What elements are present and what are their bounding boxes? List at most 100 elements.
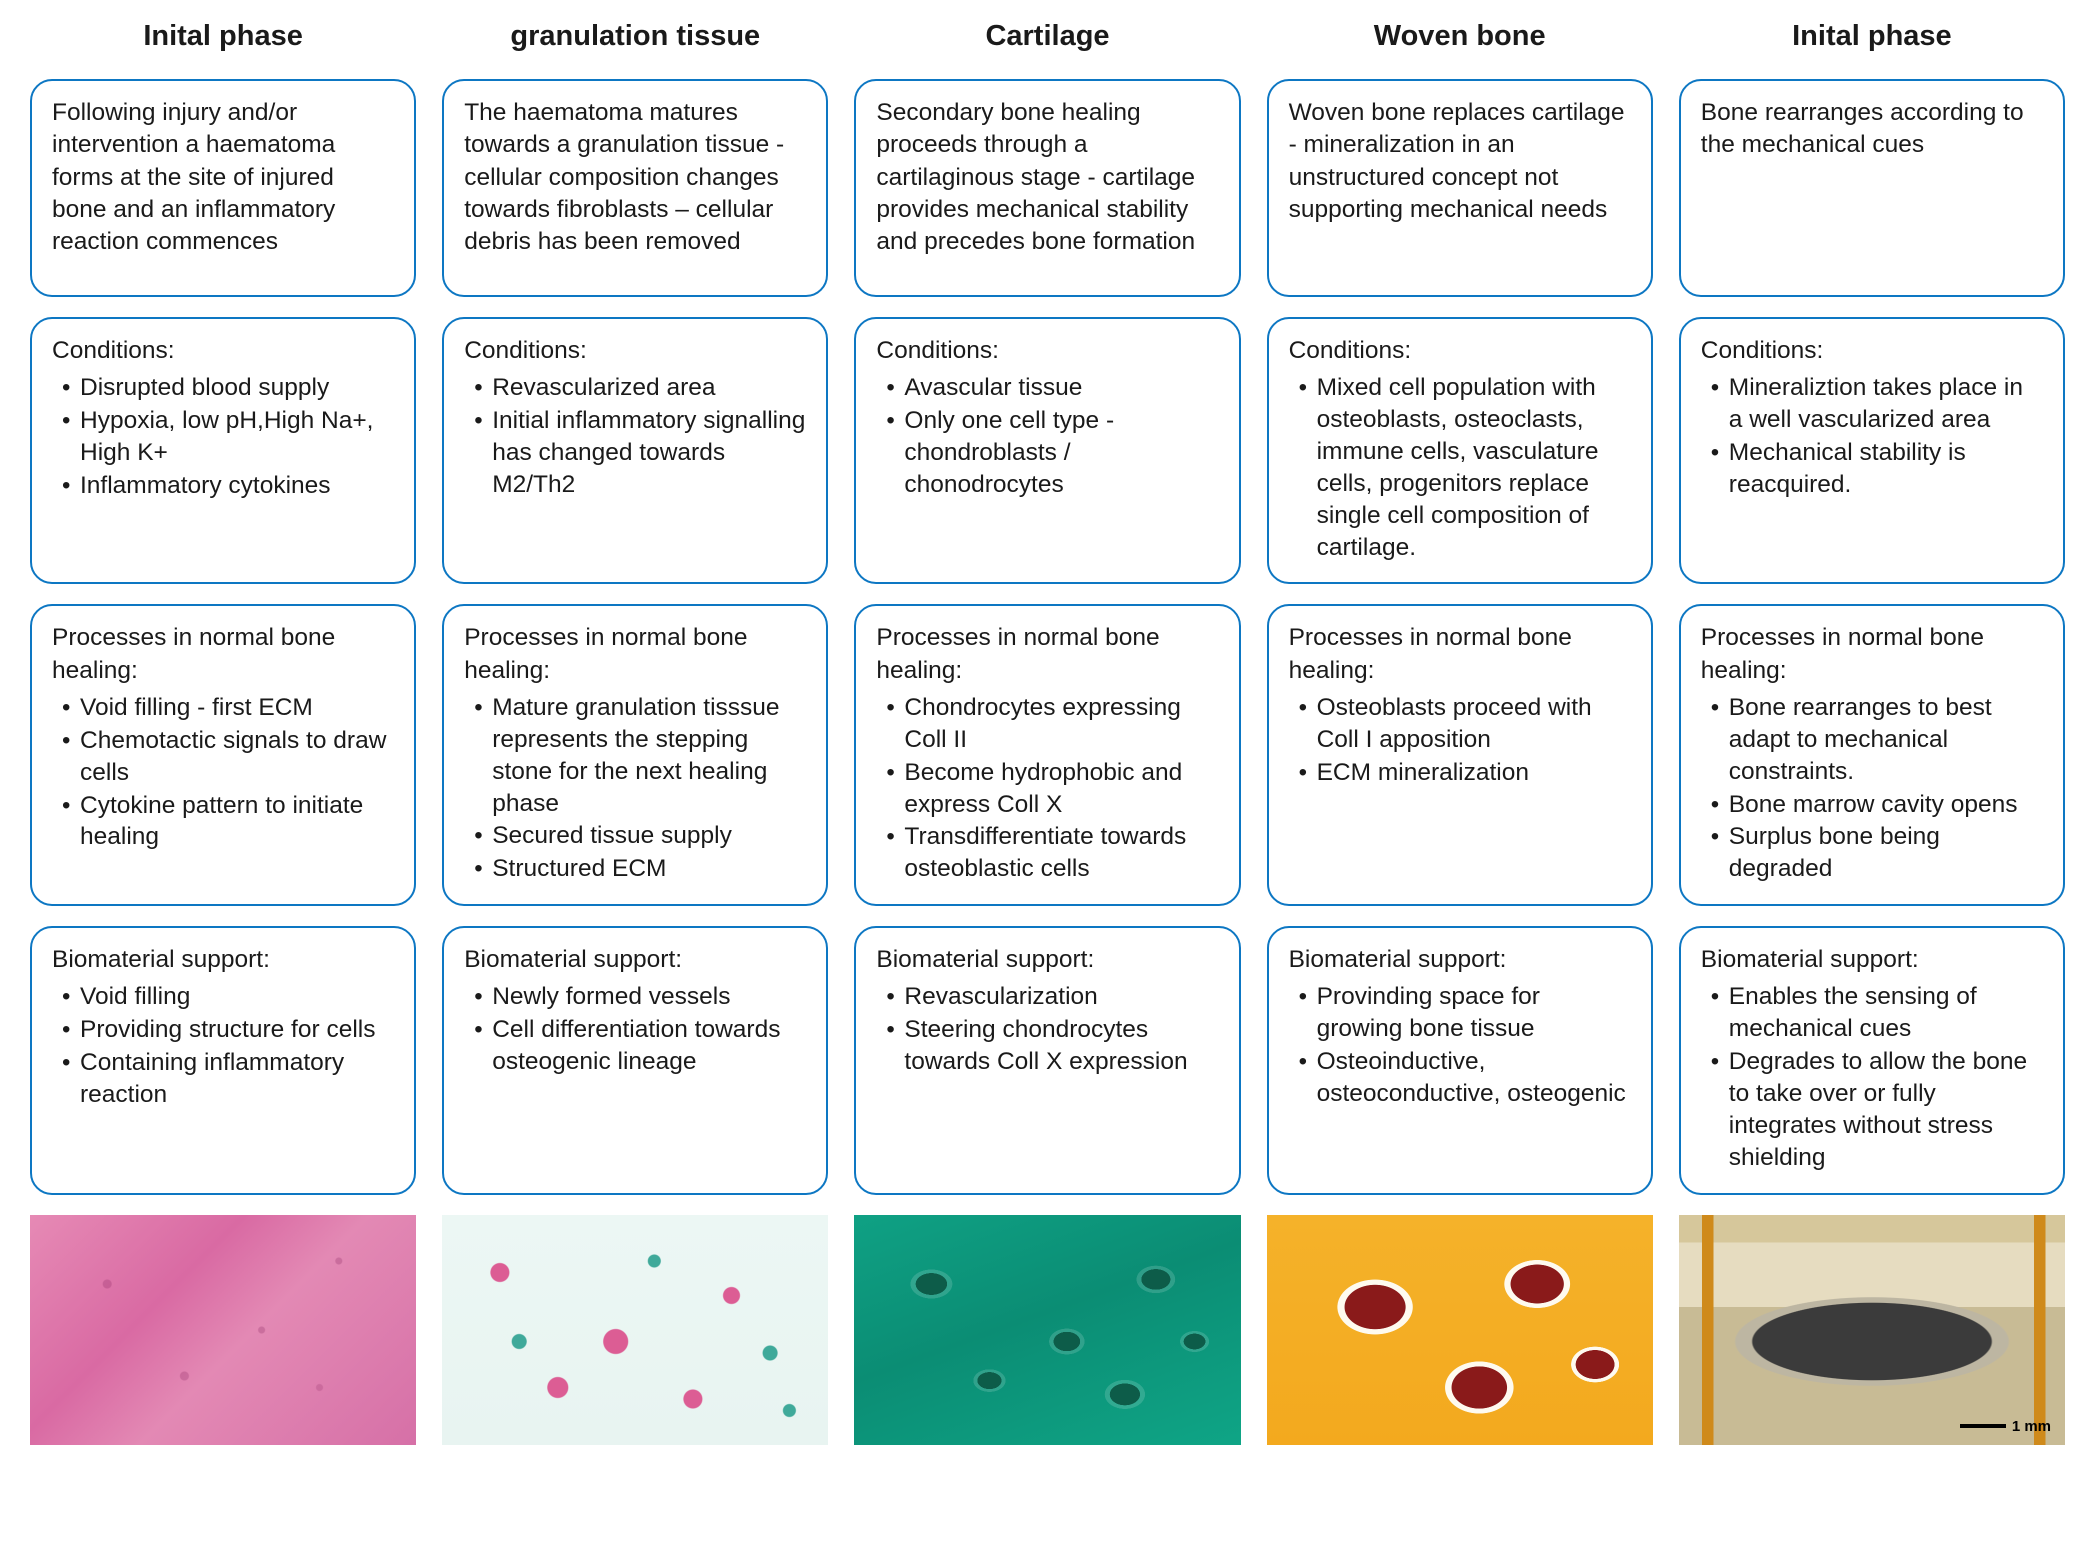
- list-item: Providing structure for cells: [52, 1014, 394, 1046]
- list-item: Void filling: [52, 981, 394, 1013]
- processes-card: Processes in normal bone healing:Mature …: [442, 604, 828, 906]
- histology-granulation: [442, 1215, 828, 1445]
- description-text: The haematoma matures towards a granulat…: [464, 97, 806, 259]
- list-item: Mixed cell population with osteoblasts, …: [1289, 372, 1631, 563]
- histology-remodeled-bone: 1 mm: [1679, 1215, 2065, 1445]
- biomaterial-card-list: Void fillingProviding structure for cell…: [52, 981, 394, 1111]
- list-item: Disrupted blood supply: [52, 372, 394, 404]
- scale-bar-line: [1960, 1424, 2006, 1428]
- list-item: Containing inflammatory reaction: [52, 1047, 394, 1111]
- list-item: Revascularized area: [464, 372, 806, 404]
- conditions-card: Conditions: Avascular tissueOnly one cell…: [854, 317, 1240, 584]
- histology-image-cell: [30, 1215, 416, 1445]
- list-item: Avascular tissue: [876, 372, 1218, 404]
- processes-card: Processes in normal bone healing:Osteobl…: [1267, 604, 1653, 906]
- processes-card-title: Processes in normal bone healing:: [464, 622, 806, 687]
- list-item: Void filling - first ECM: [52, 692, 394, 724]
- list-item: Steering chondrocytes towards Coll X exp…: [876, 1014, 1218, 1078]
- column-header: Woven bone: [1267, 20, 1653, 59]
- histology-image-cell: [854, 1215, 1240, 1445]
- scale-bar: 1 mm: [1960, 1418, 2051, 1435]
- biomaterial-card-title: Biomaterial support:: [464, 944, 806, 976]
- column-header: Inital phase: [30, 20, 416, 59]
- processes-card-list: Chondrocytes expressing Coll IIBecome hy…: [876, 692, 1218, 886]
- list-item: Bone marrow cavity opens: [1701, 789, 2043, 821]
- conditions-card-list: Avascular tissueOnly one cell type - cho…: [876, 372, 1218, 501]
- description-text: Woven bone replaces cartilage - minerali…: [1289, 97, 1631, 226]
- list-item: Surplus bone being degraded: [1701, 821, 2043, 885]
- list-item: Chondrocytes expressing Coll II: [876, 692, 1218, 756]
- list-item: Cell differentiation towards osteogenic …: [464, 1014, 806, 1078]
- list-item: Mineraliztion takes place in a well vasc…: [1701, 372, 2043, 436]
- processes-card-title: Processes in normal bone healing:: [1289, 622, 1631, 687]
- processes-card-title: Processes in normal bone healing:: [876, 622, 1218, 687]
- list-item: Initial inflammatory signalling has chan…: [464, 405, 806, 501]
- list-item: Osteoinductive, osteoconductive, osteoge…: [1289, 1046, 1631, 1110]
- description-text: Following injury and/or intervention a h…: [52, 97, 394, 259]
- processes-card-list: Bone rearranges to best adapt to mechani…: [1701, 692, 2043, 886]
- conditions-card-title: Conditions:: [1701, 335, 2043, 367]
- biomaterial-card-title: Biomaterial support:: [1701, 944, 2043, 976]
- conditions-card-title: Conditions:: [876, 335, 1218, 367]
- column-header: Inital phase: [1679, 20, 2065, 59]
- description-card: Bone rearranges according to the mechani…: [1679, 79, 2065, 297]
- conditions-card-title: Conditions:: [1289, 335, 1631, 367]
- conditions-card: Conditions: Mixed cell population with os…: [1267, 317, 1653, 584]
- histology-initial-phase: [30, 1215, 416, 1445]
- list-item: Transdifferentiate towards osteoblastic …: [876, 821, 1218, 885]
- histology-image-cell: 1 mm: [1679, 1215, 2065, 1445]
- biomaterial-card-list: RevascularizationSteering chondrocytes t…: [876, 981, 1218, 1079]
- list-item: Degrades to allow the bone to take over …: [1701, 1046, 2043, 1173]
- list-item: Only one cell type - chondroblasts / cho…: [876, 405, 1218, 501]
- list-item: Structured ECM: [464, 853, 806, 885]
- processes-card-title: Processes in normal bone healing:: [1701, 622, 2043, 687]
- description-card: Following injury and/or intervention a h…: [30, 79, 416, 297]
- list-item: Become hydrophobic and express Coll X: [876, 757, 1218, 821]
- description-text: Secondary bone healing proceeds through …: [876, 97, 1218, 259]
- biomaterial-card-list: Provinding space for growing bone tissue…: [1289, 981, 1631, 1110]
- list-item: Enables the sensing of mechanical cues: [1701, 981, 2043, 1045]
- processes-card: Processes in normal bone healing:Chondro…: [854, 604, 1240, 906]
- biomaterial-card-title: Biomaterial support:: [52, 944, 394, 976]
- conditions-card-list: Revascularized areaInitial inflammatory …: [464, 372, 806, 501]
- column-header: granulation tissue: [442, 20, 828, 59]
- description-card: The haematoma matures towards a granulat…: [442, 79, 828, 297]
- list-item: ECM mineralization: [1289, 757, 1631, 789]
- biomaterial-card: Biomaterial support: Void fillingProvidin…: [30, 926, 416, 1194]
- biomaterial-card: Biomaterial support: Newly formed vessels…: [442, 926, 828, 1194]
- processes-card-list: Void filling - first ECMChemotactic sign…: [52, 692, 394, 854]
- conditions-card-list: Mixed cell population with osteoblasts, …: [1289, 372, 1631, 564]
- list-item: Newly formed vessels: [464, 981, 806, 1013]
- biomaterial-card-list: Newly formed vesselsCell differentiation…: [464, 981, 806, 1079]
- list-item: Osteoblasts proceed with Coll I appositi…: [1289, 692, 1631, 756]
- histology-woven-bone: [1267, 1215, 1653, 1445]
- processes-card-list: Mature granulation tisssue represents th…: [464, 692, 806, 886]
- description-text: Bone rearranges according to the mechani…: [1701, 97, 2043, 162]
- processes-card: Processes in normal bone healing:Void fi…: [30, 604, 416, 906]
- list-item: Revascularization: [876, 981, 1218, 1013]
- conditions-card: Conditions: Mineraliztion takes place in …: [1679, 317, 2065, 584]
- histology-image-cell: [1267, 1215, 1653, 1445]
- conditions-card: Conditions: Revascularized areaInitial in…: [442, 317, 828, 584]
- description-card: Woven bone replaces cartilage - minerali…: [1267, 79, 1653, 297]
- biomaterial-card: Biomaterial support: Provinding space for…: [1267, 926, 1653, 1194]
- scale-bar-label: 1 mm: [2012, 1418, 2051, 1435]
- conditions-card-list: Mineraliztion takes place in a well vasc…: [1701, 372, 2043, 501]
- conditions-card-list: Disrupted blood supplyHypoxia, low pH,Hi…: [52, 372, 394, 502]
- biomaterial-card: Biomaterial support: Enables the sensing …: [1679, 926, 2065, 1194]
- list-item: Mature granulation tisssue represents th…: [464, 692, 806, 819]
- processes-card: Processes in normal bone healing:Bone re…: [1679, 604, 2065, 906]
- list-item: Cytokine pattern to initiate healing: [52, 790, 394, 854]
- biomaterial-card-list: Enables the sensing of mechanical cuesDe…: [1701, 981, 2043, 1174]
- processes-card-title: Processes in normal bone healing:: [52, 622, 394, 687]
- list-item: Mechanical stability is reacquired.: [1701, 437, 2043, 501]
- histology-image-cell: [442, 1215, 828, 1445]
- conditions-card: Conditions:Disrupted blood supplyHypoxia…: [30, 317, 416, 584]
- description-card: Secondary bone healing proceeds through …: [854, 79, 1240, 297]
- list-item: Chemotactic signals to draw cells: [52, 725, 394, 789]
- histology-cartilage: [854, 1215, 1240, 1445]
- biomaterial-card-title: Biomaterial support:: [1289, 944, 1631, 976]
- conditions-card-title: Conditions:: [464, 335, 806, 367]
- column-header: Cartilage: [854, 20, 1240, 59]
- processes-card-list: Osteoblasts proceed with Coll I appositi…: [1289, 692, 1631, 790]
